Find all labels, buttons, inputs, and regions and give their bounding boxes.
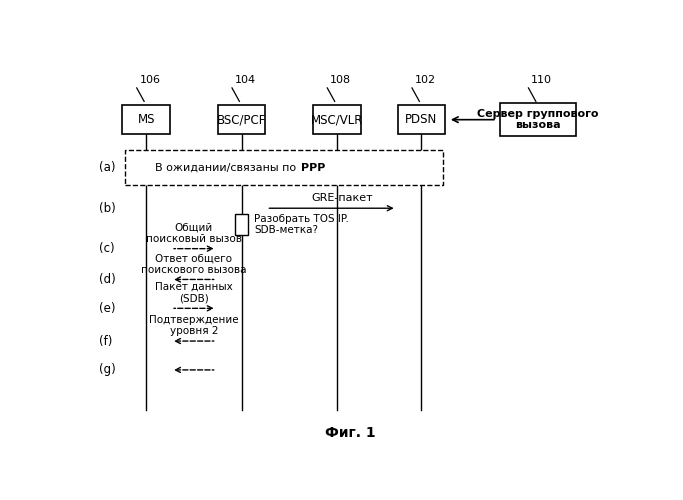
Text: (g): (g)	[98, 364, 115, 376]
Text: (e): (e)	[98, 302, 115, 315]
Text: Общий
поисковый вызов: Общий поисковый вызов	[146, 222, 242, 244]
Text: GRE-пакет: GRE-пакет	[311, 193, 373, 203]
Bar	[122, 105, 170, 134]
Text: BSC/PCF: BSC/PCF	[217, 113, 266, 126]
Text: Сервер группового
вызова: Сервер группового вызова	[477, 109, 599, 130]
Text: PPP: PPP	[301, 163, 325, 173]
Text: Фиг. 1: Фиг. 1	[324, 426, 376, 440]
Bar	[398, 105, 445, 134]
Text: 106: 106	[139, 75, 161, 85]
Bar	[499, 104, 576, 136]
Text: 110: 110	[531, 75, 552, 85]
Bar	[125, 150, 443, 185]
Text: PDSN: PDSN	[406, 113, 438, 126]
Text: (a): (a)	[98, 162, 115, 174]
Bar	[218, 105, 265, 134]
Text: MSC/VLR: MSC/VLR	[311, 113, 363, 126]
Text: (d): (d)	[98, 273, 115, 286]
Text: (f): (f)	[98, 334, 112, 347]
Text: Подтверждение
уровня 2: Подтверждение уровня 2	[149, 315, 238, 336]
Bar	[235, 214, 248, 235]
Text: (c): (c)	[98, 242, 114, 255]
Text: 102: 102	[415, 75, 436, 85]
Bar	[313, 105, 361, 134]
Text: (b): (b)	[98, 202, 115, 214]
Text: Разобрать TOS IP.
SDB-метка?: Разобрать TOS IP. SDB-метка?	[255, 214, 350, 236]
Text: Пакет данных
(SDB): Пакет данных (SDB)	[155, 282, 233, 304]
Text: В ожидании/связаны по: В ожидании/связаны по	[155, 163, 300, 173]
Text: 108: 108	[330, 75, 351, 85]
Text: Ответ общего
поискового вызова: Ответ общего поискового вызова	[141, 253, 247, 275]
Text: MS: MS	[137, 113, 155, 126]
Text: 104: 104	[235, 75, 255, 85]
